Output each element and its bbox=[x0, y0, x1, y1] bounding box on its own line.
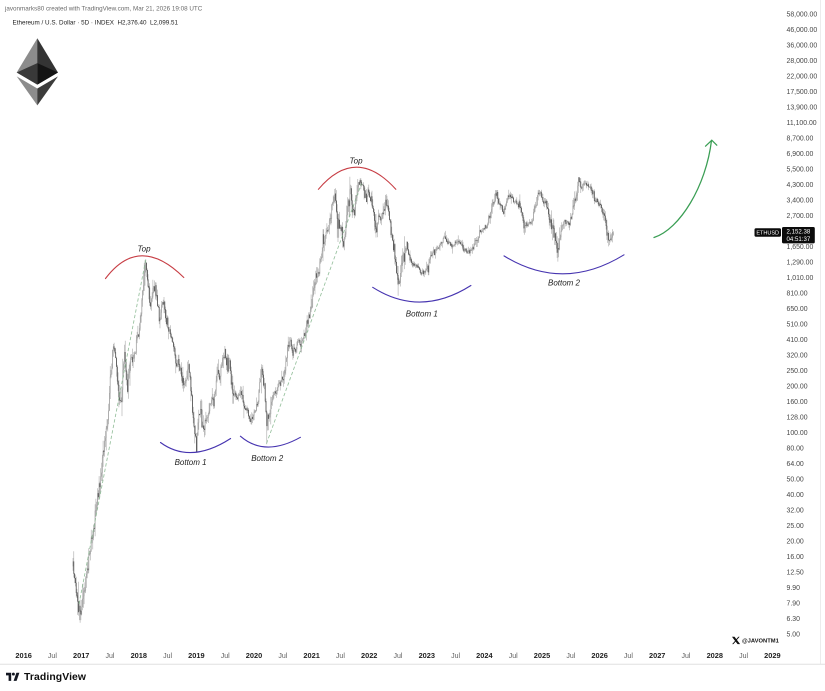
svg-text:2029: 2029 bbox=[764, 651, 780, 660]
svg-text:Jul: Jul bbox=[509, 653, 518, 660]
svg-text:80.00: 80.00 bbox=[787, 445, 804, 452]
svg-text:100.00: 100.00 bbox=[787, 430, 808, 437]
svg-text:Jul: Jul bbox=[106, 653, 115, 660]
svg-text:Jul: Jul bbox=[48, 653, 57, 660]
svg-text:7.90: 7.90 bbox=[787, 600, 801, 607]
svg-text:04:51:37: 04:51:37 bbox=[787, 236, 811, 243]
svg-text:46,000.00: 46,000.00 bbox=[787, 27, 818, 34]
svg-text:1,650.00: 1,650.00 bbox=[787, 244, 814, 251]
svg-text:6.30: 6.30 bbox=[787, 616, 801, 623]
svg-text:1,010.00: 1,010.00 bbox=[787, 275, 814, 282]
svg-text:Jul: Jul bbox=[221, 653, 230, 660]
svg-text:9.90: 9.90 bbox=[787, 585, 801, 592]
svg-text:5,500.00: 5,500.00 bbox=[787, 167, 814, 174]
svg-text:250.00: 250.00 bbox=[787, 368, 808, 375]
svg-text:Jul: Jul bbox=[278, 653, 287, 660]
svg-text:2016: 2016 bbox=[15, 651, 31, 660]
svg-text:128.00: 128.00 bbox=[787, 414, 808, 421]
svg-text:Jul: Jul bbox=[624, 653, 633, 660]
svg-text:320.00: 320.00 bbox=[787, 353, 808, 360]
svg-text:ETHUSD: ETHUSD bbox=[756, 231, 779, 237]
svg-text:2023: 2023 bbox=[419, 651, 435, 660]
svg-text:2017: 2017 bbox=[73, 651, 89, 660]
svg-text:2019: 2019 bbox=[188, 651, 204, 660]
svg-text:Bottom 1: Bottom 1 bbox=[406, 310, 438, 319]
svg-text:200.00: 200.00 bbox=[787, 384, 808, 391]
svg-text:58,000.00: 58,000.00 bbox=[787, 12, 818, 19]
svg-text:2025: 2025 bbox=[534, 651, 550, 660]
svg-text:17,500.00: 17,500.00 bbox=[787, 89, 818, 96]
svg-text:11,100.00: 11,100.00 bbox=[787, 120, 817, 127]
svg-text:2028: 2028 bbox=[707, 651, 723, 660]
svg-text:810.00: 810.00 bbox=[787, 291, 808, 298]
svg-text:36,000.00: 36,000.00 bbox=[787, 43, 818, 50]
svg-text:20.00: 20.00 bbox=[787, 538, 804, 545]
svg-text:64.00: 64.00 bbox=[787, 461, 804, 468]
svg-text:Top: Top bbox=[137, 245, 151, 254]
svg-text:Bottom 2: Bottom 2 bbox=[251, 454, 284, 463]
svg-text:Jul: Jul bbox=[566, 653, 575, 660]
svg-text:Jul: Jul bbox=[394, 653, 403, 660]
svg-text:6,900.00: 6,900.00 bbox=[787, 151, 814, 158]
svg-text:12.50: 12.50 bbox=[787, 569, 804, 576]
svg-text:Ethereum / U.S. Dollar · 5D ·: Ethereum / U.S. Dollar · 5D · INDEX H2,3… bbox=[13, 20, 179, 27]
svg-text:160.00: 160.00 bbox=[787, 399, 808, 406]
svg-text:4,300.00: 4,300.00 bbox=[787, 182, 814, 189]
svg-text:Jul: Jul bbox=[336, 653, 345, 660]
svg-text:22,000.00: 22,000.00 bbox=[787, 74, 818, 81]
svg-text:javonmarks80 created with Trad: javonmarks80 created with TradingView.co… bbox=[4, 6, 203, 13]
svg-text:2020: 2020 bbox=[246, 651, 262, 660]
svg-text:25.00: 25.00 bbox=[787, 523, 804, 530]
svg-text:510.00: 510.00 bbox=[787, 322, 808, 329]
svg-text:Jul: Jul bbox=[163, 653, 172, 660]
svg-text:2021: 2021 bbox=[303, 651, 319, 660]
svg-text:3,400.00: 3,400.00 bbox=[787, 198, 814, 205]
svg-text:2,152.38: 2,152.38 bbox=[787, 228, 811, 235]
svg-text:2026: 2026 bbox=[591, 651, 607, 660]
svg-text:1,290.00: 1,290.00 bbox=[787, 260, 814, 267]
svg-text:2018: 2018 bbox=[131, 651, 147, 660]
svg-text:50.00: 50.00 bbox=[787, 476, 804, 483]
svg-text:Top: Top bbox=[349, 157, 363, 166]
svg-text:Jul: Jul bbox=[451, 653, 460, 660]
svg-text:5.00: 5.00 bbox=[787, 631, 801, 638]
svg-text:28,000.00: 28,000.00 bbox=[787, 58, 818, 65]
svg-text:@JAVONTM1: @JAVONTM1 bbox=[742, 638, 780, 644]
svg-text:2027: 2027 bbox=[649, 651, 665, 660]
svg-text:TradingView: TradingView bbox=[24, 672, 87, 683]
svg-text:Jul: Jul bbox=[739, 653, 748, 660]
svg-text:Bottom 1: Bottom 1 bbox=[175, 458, 207, 467]
svg-text:2022: 2022 bbox=[361, 651, 377, 660]
svg-text:Jul: Jul bbox=[682, 653, 691, 660]
svg-text:650.00: 650.00 bbox=[787, 306, 808, 313]
svg-text:Bottom 2: Bottom 2 bbox=[548, 279, 581, 288]
svg-text:16.00: 16.00 bbox=[787, 554, 804, 561]
svg-text:40.00: 40.00 bbox=[787, 492, 804, 499]
svg-text:2,700.00: 2,700.00 bbox=[787, 213, 814, 220]
svg-text:8,700.00: 8,700.00 bbox=[787, 136, 814, 143]
svg-text:410.00: 410.00 bbox=[787, 337, 808, 344]
svg-text:13,900.00: 13,900.00 bbox=[787, 105, 818, 112]
svg-text:2024: 2024 bbox=[476, 651, 493, 660]
svg-text:32.00: 32.00 bbox=[787, 507, 804, 514]
